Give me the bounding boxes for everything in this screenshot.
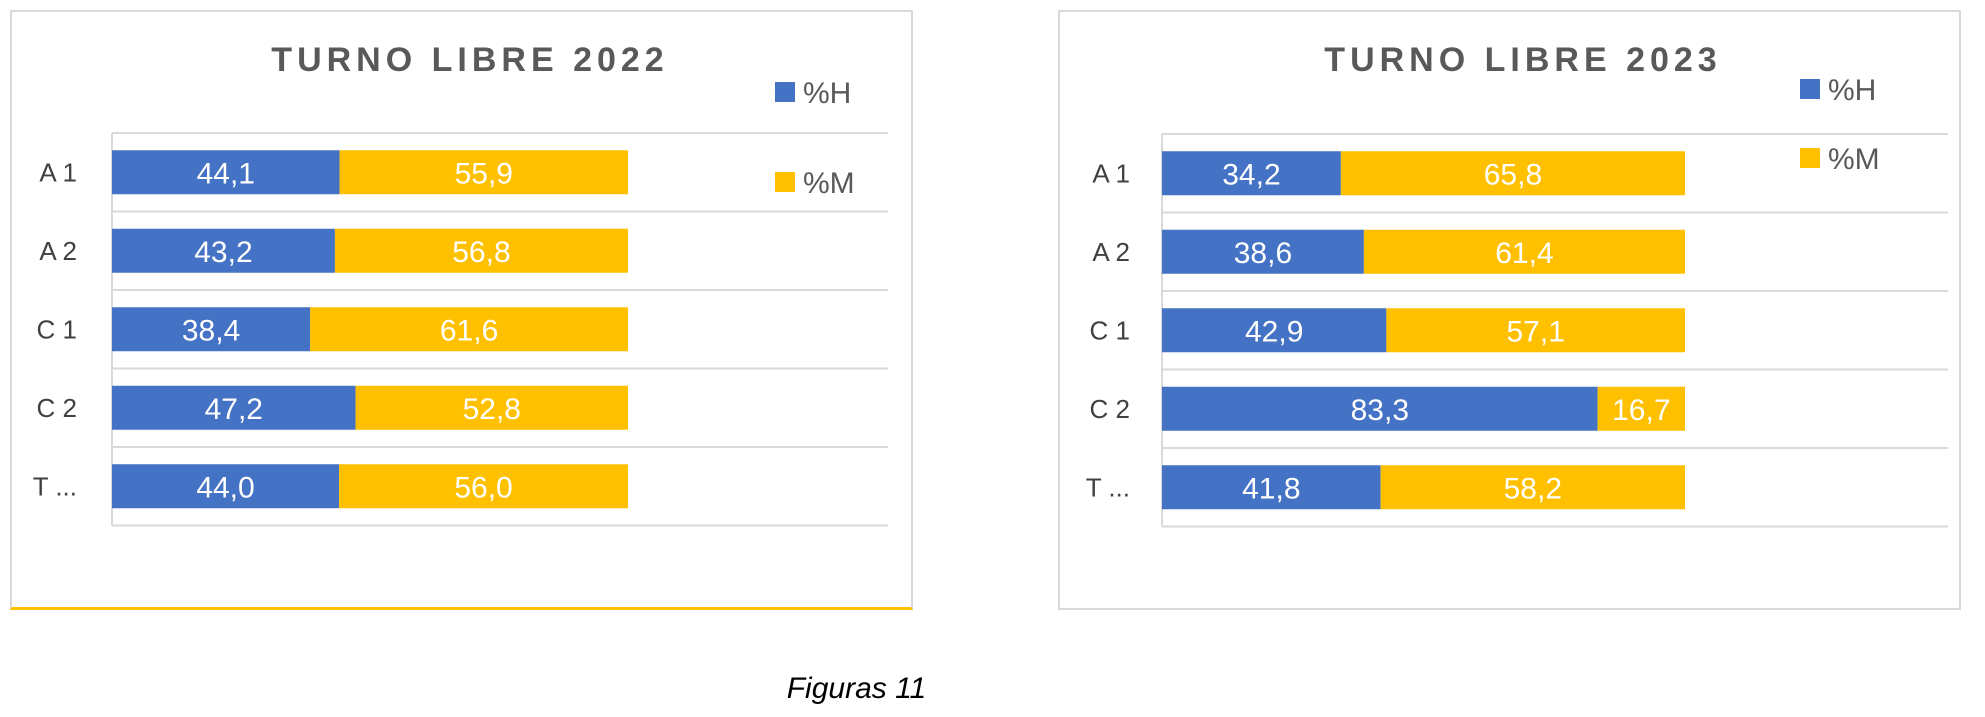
- bar-m: [1386, 308, 1685, 353]
- category-label: C 2: [1090, 394, 1130, 424]
- chart-2023-svg: TURNO LIBRE 2023 A 1 34,2 65,8 A 2 38,6 61,4 C …: [1086, 41, 1948, 528]
- legend-label: %M: [803, 167, 855, 200]
- data-label: 61,6: [440, 314, 498, 347]
- bar-h: [1162, 229, 1364, 274]
- data-label: 61,4: [1495, 237, 1553, 270]
- bar-h: [1162, 308, 1387, 353]
- bar-h: [112, 228, 335, 273]
- chart-turno-libre-2023: TURNO LIBRE 2023 A 1 34,2 65,8 A 2 38,6 61,4 C …: [1058, 10, 1961, 610]
- bar-m: [334, 228, 628, 273]
- legend-label: %H: [803, 77, 851, 110]
- bar-h: [112, 385, 356, 430]
- data-label: 44,1: [197, 157, 255, 190]
- chart-title: TURNO LIBRE 2022: [271, 41, 668, 79]
- data-label: 83,3: [1351, 394, 1409, 427]
- legend-swatch: [1800, 148, 1820, 168]
- chart-2022-svg: TURNO LIBRE 2022 A 1 44,1 55,9 A 2 43,2 56,8 C …: [33, 41, 888, 527]
- legend-swatch: [1800, 79, 1820, 99]
- category-label: A 2: [39, 236, 77, 266]
- bar-m: [310, 307, 628, 352]
- data-label: 38,4: [182, 314, 240, 347]
- bar-m: [1363, 229, 1685, 274]
- data-label: 55,9: [455, 157, 513, 190]
- figure-caption: Figuras 11: [786, 672, 927, 705]
- data-label: 47,2: [205, 393, 263, 426]
- category-label: C 2: [37, 393, 77, 423]
- bar-h: [1162, 465, 1381, 510]
- legend-label: %M: [1828, 143, 1880, 176]
- category-label: C 1: [37, 314, 77, 344]
- category-label: A 2: [1092, 237, 1130, 267]
- legend-label: %H: [1828, 74, 1876, 107]
- bar-m: [355, 385, 628, 430]
- category-label: C 1: [1090, 315, 1130, 345]
- data-label: 43,2: [194, 236, 252, 269]
- data-label: 38,6: [1234, 237, 1292, 270]
- bar-m: [1380, 465, 1685, 510]
- legend-swatch: [775, 82, 795, 102]
- legend-swatch: [775, 172, 795, 192]
- bar-m: [339, 464, 628, 509]
- bar-m: [1340, 151, 1685, 196]
- data-label: 42,9: [1245, 315, 1303, 348]
- data-label: 65,8: [1484, 158, 1542, 191]
- category-label: T ...: [1086, 472, 1130, 502]
- chart-turno-libre-2022: TURNO LIBRE 2022 A 1 44,1 55,9 A 2 43,2 56,8 C …: [10, 10, 913, 610]
- bar-h: [112, 307, 311, 352]
- data-label: 56,0: [454, 471, 512, 504]
- data-label: 44,0: [196, 471, 254, 504]
- bar-h: [1162, 386, 1598, 431]
- data-label: 56,8: [452, 236, 510, 269]
- data-label: 16,7: [1612, 394, 1670, 427]
- category-label: T ...: [33, 471, 77, 501]
- data-label: 58,2: [1504, 472, 1562, 505]
- category-label: A 1: [39, 157, 77, 187]
- bar-m: [1597, 386, 1685, 431]
- data-label: 41,8: [1242, 472, 1300, 505]
- category-label: A 1: [1092, 158, 1130, 188]
- bar-h: [1162, 151, 1341, 196]
- data-label: 34,2: [1222, 158, 1280, 191]
- data-label: 52,8: [463, 393, 521, 426]
- bar-h: [112, 150, 340, 195]
- chart-title: TURNO LIBRE 2023: [1324, 41, 1721, 79]
- bar-m: [339, 150, 628, 195]
- bar-h: [112, 464, 340, 509]
- data-label: 57,1: [1506, 315, 1564, 348]
